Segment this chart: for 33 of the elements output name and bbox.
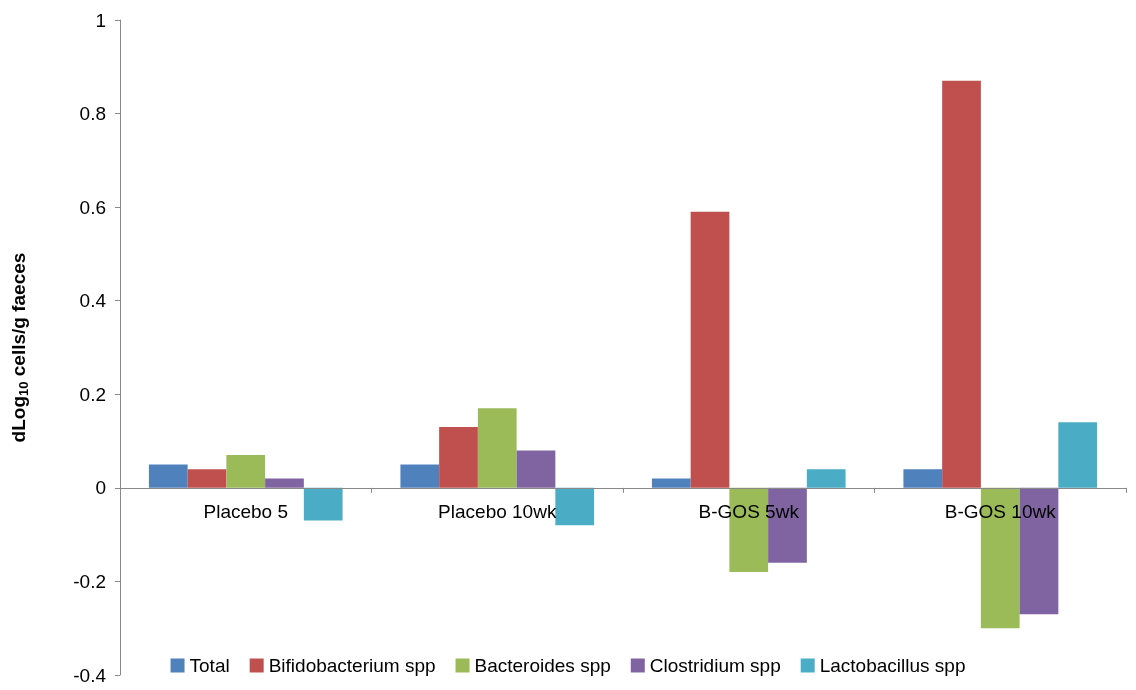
bar: [226, 455, 266, 488]
bar: [903, 469, 943, 488]
y-tick-label: 0.2: [79, 383, 106, 405]
legend-label: Clostridium spp: [649, 655, 781, 676]
y-axis-title: dLog10 cells/g faeces: [8, 252, 31, 443]
legend-label: Bacteroides spp: [474, 655, 611, 676]
x-tick-label: B-GOS 5wk: [698, 500, 800, 522]
y-tick-label: 0: [95, 477, 106, 499]
bar: [477, 408, 517, 488]
bar: [439, 427, 478, 488]
y-tick-label: -0.4: [73, 664, 107, 686]
legend-label: Total: [189, 655, 230, 676]
x-tick-label: Placebo 5: [203, 500, 289, 522]
bar: [768, 487, 807, 563]
bar: [555, 487, 595, 526]
bar: [148, 464, 188, 488]
bar: [303, 487, 343, 521]
bar: [265, 478, 304, 488]
bar: [400, 464, 440, 488]
bar: [690, 211, 730, 488]
y-tick-label: 0.6: [79, 196, 106, 218]
legend-label: Lactobacillus spp: [819, 655, 966, 676]
bar: [187, 469, 227, 488]
y-tick-label: -0.2: [73, 570, 106, 592]
y-tick-label: 0.8: [79, 103, 106, 125]
bar: [651, 478, 691, 488]
y-tick-label: 0.4: [79, 290, 107, 312]
bar: [516, 450, 556, 488]
legend-label: Bifidobacterium spp: [268, 655, 436, 676]
bar: [806, 469, 846, 488]
y-tick-label: 1: [95, 9, 106, 31]
bar: [1058, 422, 1098, 488]
bar: [942, 80, 981, 488]
